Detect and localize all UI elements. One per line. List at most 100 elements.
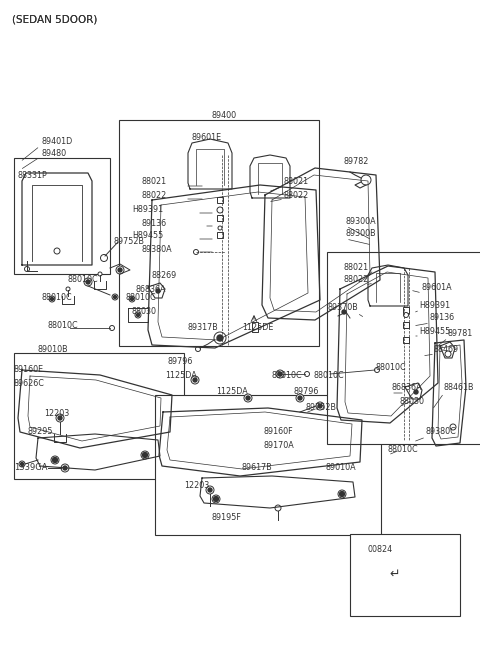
Circle shape bbox=[193, 378, 197, 382]
Circle shape bbox=[214, 332, 226, 344]
Circle shape bbox=[118, 268, 122, 272]
Text: 88022: 88022 bbox=[343, 276, 368, 285]
Circle shape bbox=[193, 249, 199, 255]
Bar bbox=[217, 215, 223, 221]
Circle shape bbox=[246, 396, 250, 400]
Text: 89380A: 89380A bbox=[142, 245, 173, 253]
Circle shape bbox=[276, 370, 284, 378]
Text: 89480: 89480 bbox=[42, 148, 67, 157]
Circle shape bbox=[21, 462, 24, 466]
Text: 86836A: 86836A bbox=[135, 285, 166, 295]
Text: 89626C: 89626C bbox=[14, 379, 45, 388]
Text: 88021: 88021 bbox=[283, 178, 308, 186]
Text: 89295: 89295 bbox=[27, 426, 52, 436]
Text: 1125DA: 1125DA bbox=[165, 371, 197, 380]
Circle shape bbox=[24, 266, 29, 272]
Text: 89170A: 89170A bbox=[264, 440, 295, 449]
Circle shape bbox=[217, 335, 223, 341]
Bar bbox=[217, 232, 223, 238]
Circle shape bbox=[218, 226, 222, 230]
Text: 89781: 89781 bbox=[447, 329, 472, 338]
Text: 88010C: 88010C bbox=[125, 293, 156, 302]
Circle shape bbox=[58, 416, 62, 420]
Text: 88030: 88030 bbox=[399, 398, 424, 407]
Circle shape bbox=[66, 287, 70, 291]
Circle shape bbox=[278, 372, 282, 376]
Circle shape bbox=[141, 451, 149, 459]
Text: 89796: 89796 bbox=[293, 388, 318, 396]
Circle shape bbox=[361, 175, 371, 185]
Text: 89195F: 89195F bbox=[212, 514, 242, 522]
Text: 89401D: 89401D bbox=[42, 136, 73, 146]
Circle shape bbox=[131, 298, 133, 300]
Circle shape bbox=[98, 272, 102, 276]
Circle shape bbox=[338, 490, 346, 498]
Text: 89300B: 89300B bbox=[346, 230, 377, 239]
Circle shape bbox=[445, 351, 451, 357]
Circle shape bbox=[208, 488, 212, 492]
Text: 89160E: 89160E bbox=[14, 365, 44, 373]
Bar bbox=[14, 158, 110, 274]
Text: 1125DA: 1125DA bbox=[216, 388, 248, 396]
Bar bbox=[403, 307, 409, 313]
Bar bbox=[403, 337, 409, 343]
Text: 88010C: 88010C bbox=[376, 363, 407, 373]
Circle shape bbox=[374, 367, 380, 373]
Circle shape bbox=[136, 314, 140, 316]
Text: 89370B: 89370B bbox=[328, 304, 359, 312]
Text: 1339GA: 1339GA bbox=[14, 464, 48, 472]
Text: 88030: 88030 bbox=[131, 308, 156, 316]
Circle shape bbox=[206, 486, 214, 494]
Text: 88010C: 88010C bbox=[388, 445, 419, 455]
Circle shape bbox=[212, 495, 220, 503]
Circle shape bbox=[112, 294, 118, 300]
Bar bbox=[155, 395, 381, 535]
Circle shape bbox=[113, 295, 117, 298]
Circle shape bbox=[61, 464, 69, 472]
Text: 89317B: 89317B bbox=[187, 323, 218, 333]
Circle shape bbox=[298, 396, 302, 400]
Text: 89752B: 89752B bbox=[113, 237, 144, 247]
Text: 88021: 88021 bbox=[343, 262, 368, 272]
Circle shape bbox=[318, 404, 322, 408]
Bar bbox=[14, 353, 184, 479]
Text: 89617B: 89617B bbox=[241, 464, 272, 472]
Circle shape bbox=[342, 310, 346, 314]
Circle shape bbox=[450, 424, 456, 430]
Text: 89300A: 89300A bbox=[346, 216, 377, 226]
Bar bbox=[327, 252, 480, 444]
Circle shape bbox=[339, 491, 345, 497]
Text: 88010C: 88010C bbox=[42, 293, 72, 302]
Text: (SEDAN 5DOOR): (SEDAN 5DOOR) bbox=[12, 14, 97, 24]
Circle shape bbox=[100, 255, 108, 262]
Circle shape bbox=[214, 497, 218, 501]
Circle shape bbox=[304, 371, 310, 377]
Circle shape bbox=[86, 280, 90, 284]
Circle shape bbox=[316, 402, 324, 410]
Circle shape bbox=[116, 266, 124, 274]
Circle shape bbox=[404, 312, 408, 318]
Text: 88010C: 88010C bbox=[68, 276, 98, 285]
Circle shape bbox=[54, 248, 60, 254]
Text: 88010C: 88010C bbox=[47, 321, 78, 331]
Text: 86836A: 86836A bbox=[391, 384, 421, 392]
Text: 1125DE: 1125DE bbox=[242, 323, 274, 333]
Text: 88021: 88021 bbox=[141, 178, 166, 186]
Text: 12203: 12203 bbox=[44, 409, 69, 417]
Circle shape bbox=[143, 453, 147, 457]
Text: 89601E: 89601E bbox=[191, 134, 221, 142]
Circle shape bbox=[191, 376, 199, 384]
Text: H89455: H89455 bbox=[132, 232, 163, 241]
Text: 89601A: 89601A bbox=[422, 283, 453, 293]
Text: 88269: 88269 bbox=[152, 272, 177, 281]
Text: 88469: 88469 bbox=[434, 346, 459, 354]
Bar bbox=[119, 120, 319, 346]
Circle shape bbox=[129, 296, 135, 302]
Bar bbox=[217, 197, 223, 203]
Circle shape bbox=[49, 296, 55, 302]
Circle shape bbox=[414, 390, 418, 394]
Text: 00824: 00824 bbox=[367, 546, 392, 554]
Circle shape bbox=[52, 457, 58, 462]
Circle shape bbox=[275, 505, 281, 511]
Circle shape bbox=[19, 461, 25, 467]
